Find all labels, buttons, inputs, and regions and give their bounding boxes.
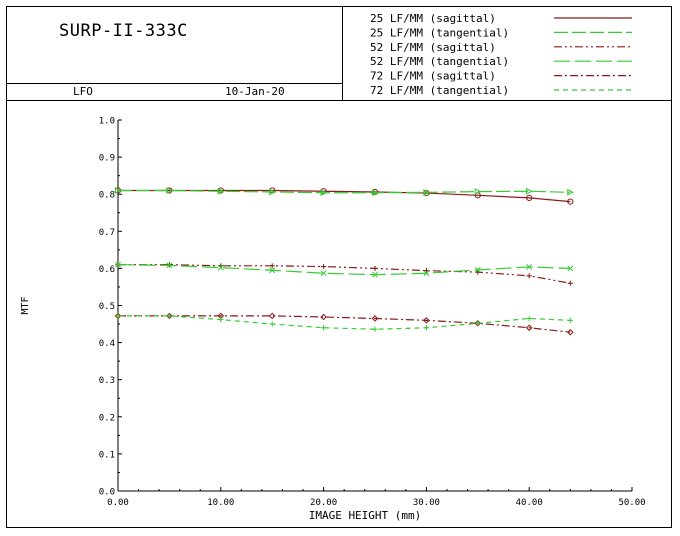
series-4-point xyxy=(320,270,327,277)
y-tick-label: 0.5 xyxy=(99,302,115,312)
series-1-point xyxy=(567,198,574,205)
series-5-point xyxy=(423,317,430,324)
series-2-point xyxy=(320,189,328,197)
series-4-point xyxy=(526,263,533,270)
series-2-point xyxy=(114,187,122,194)
footer-date: 10-Jan-20 xyxy=(225,85,285,98)
legend-label: 52 LF/MM (tangential) xyxy=(370,55,509,68)
series-6-point xyxy=(372,326,378,332)
series-6-point xyxy=(475,320,481,326)
legend-label: 52 LF/MM (sagittal) xyxy=(370,41,496,54)
series-3-point xyxy=(269,263,275,269)
series-6-point xyxy=(567,317,573,323)
y-tick-label: 0.6 xyxy=(99,265,115,275)
y-tick-label: 0.2 xyxy=(99,413,115,423)
x-axis-label: IMAGE HEIGHT (mm) xyxy=(309,509,422,522)
x-tick-label: 30.00 xyxy=(413,498,440,508)
y-tick-label: 0.9 xyxy=(99,154,115,164)
legend-label: 25 LF/MM (sagittal) xyxy=(370,12,496,25)
lens-title: SURP-II-333C xyxy=(59,21,188,41)
series-6-point xyxy=(115,313,121,319)
series-line-2 xyxy=(118,189,571,194)
series-3-point xyxy=(526,273,532,279)
series-line-4 xyxy=(117,264,571,276)
series-4-point xyxy=(115,261,121,268)
series-6-point xyxy=(269,321,275,327)
y-tick-label: 0.8 xyxy=(99,191,115,201)
series-5-point xyxy=(320,313,327,321)
series-2-point xyxy=(526,187,533,195)
y-tick-label: 0.1 xyxy=(99,450,115,460)
series-4-point xyxy=(269,267,276,274)
legend-label: 72 LF/MM (tangential) xyxy=(370,84,509,97)
series-4-point xyxy=(423,270,430,277)
series-4-point xyxy=(166,262,173,269)
series-1-point xyxy=(526,194,533,202)
series-5-point xyxy=(371,315,379,322)
legend-label: 72 LF/MM (sagittal) xyxy=(370,70,496,83)
series-5-point xyxy=(268,312,276,320)
x-tick-label: 0.00 xyxy=(107,498,129,508)
series-3-point xyxy=(166,262,172,268)
series-2-point xyxy=(166,187,174,194)
y-tick-label: 0.7 xyxy=(99,228,115,238)
series-line-3 xyxy=(118,264,571,284)
series-6-point xyxy=(423,325,429,331)
series-6-point xyxy=(526,315,532,322)
series-4-point xyxy=(372,271,378,278)
series-3-point xyxy=(372,265,378,271)
series-6-point xyxy=(218,316,224,323)
series-5-point xyxy=(567,328,574,336)
x-tick-label: 10.00 xyxy=(207,498,234,508)
series-6-point xyxy=(321,325,327,331)
footer-label: LFO xyxy=(73,85,93,98)
legend xyxy=(343,7,671,101)
series-2-point xyxy=(423,188,431,196)
x-tick-label: 20.00 xyxy=(310,498,337,508)
y-tick-label: 0.4 xyxy=(99,339,115,349)
y-tick-label: 0.0 xyxy=(99,488,115,498)
y-axis-label: MTF xyxy=(20,296,31,314)
title-block: SURP-II-333C LFO 10-Jan-20 xyxy=(7,7,343,101)
series-2-point xyxy=(217,187,225,195)
series-2-point xyxy=(371,189,379,197)
series-5-point xyxy=(525,324,533,332)
series-2-point xyxy=(474,188,482,196)
series-2-point xyxy=(567,188,575,196)
x-tick-label: 50.00 xyxy=(618,498,645,508)
series-4-point xyxy=(474,266,481,273)
title-block-divider xyxy=(7,83,342,84)
series-4-point xyxy=(567,265,574,272)
y-tick-label: 1.0 xyxy=(99,117,115,127)
legend-label: 25 LF/MM (tangential) xyxy=(370,26,509,39)
series-2-point xyxy=(269,188,276,196)
series-line-5 xyxy=(118,315,571,333)
series-6-point xyxy=(166,313,172,319)
series-4-point xyxy=(217,264,224,271)
y-tick-label: 0.3 xyxy=(99,376,115,386)
series-3-point xyxy=(567,280,573,286)
x-tick-label: 40.00 xyxy=(516,498,543,508)
series-3-point xyxy=(423,268,429,274)
series-3-point xyxy=(321,263,327,270)
plot-frame: SURP-II-333C LFO 10-Jan-20 xyxy=(6,6,672,528)
